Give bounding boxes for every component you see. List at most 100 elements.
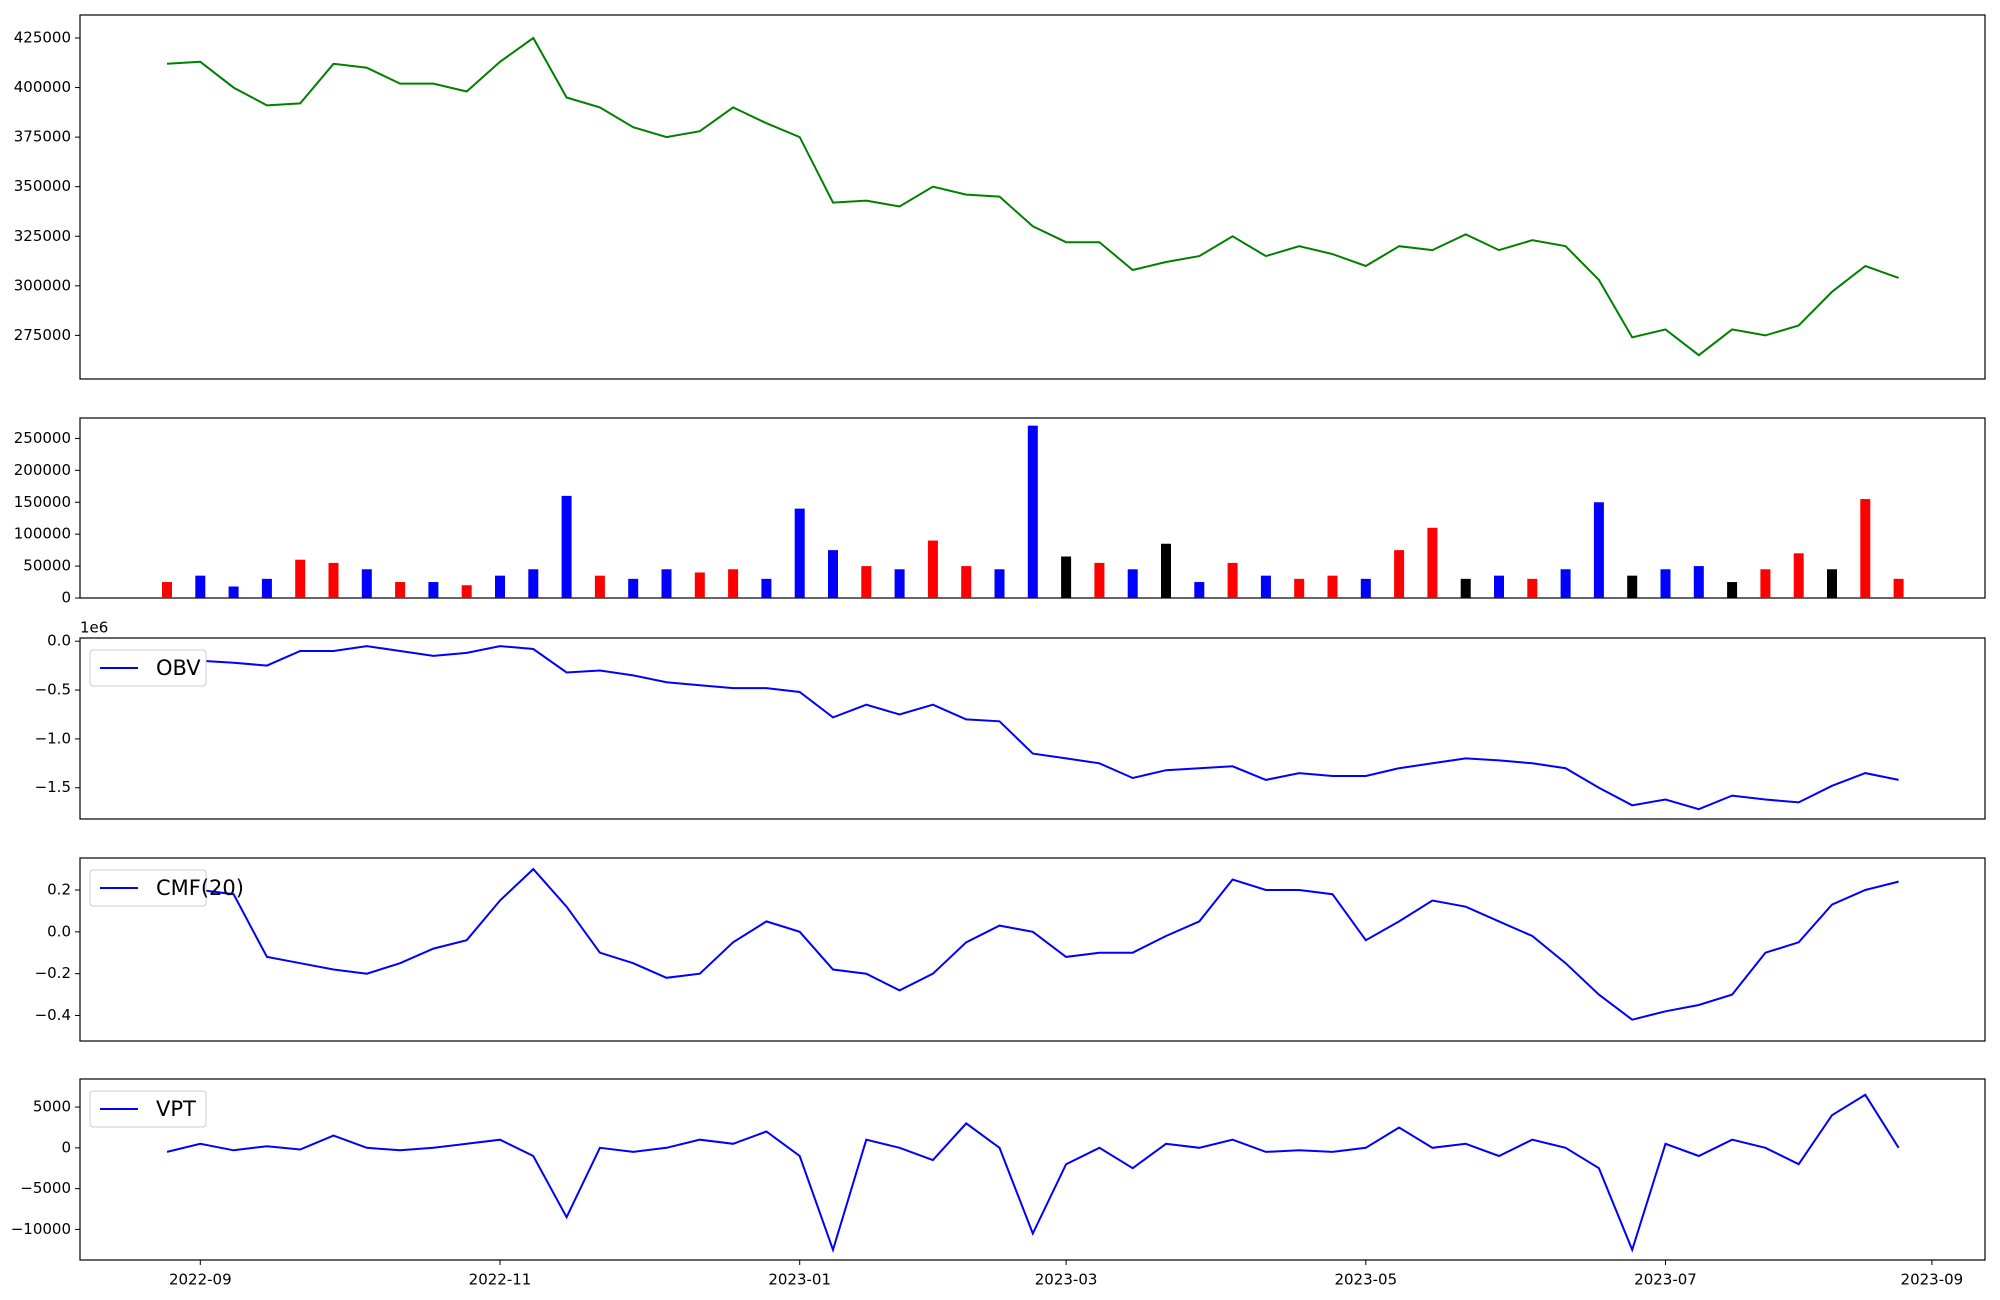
y-tick-label: 100000 (14, 525, 71, 543)
x-tick-label: 2023-09 (1901, 1271, 1964, 1289)
y-tick-label: 300000 (14, 276, 71, 294)
bar (994, 569, 1005, 598)
y-tick-label: 275000 (14, 326, 71, 344)
bar (1327, 575, 1338, 598)
x-tick-label: 2023-05 (1334, 1271, 1397, 1289)
series-line (166, 867, 1899, 1021)
bar (1760, 569, 1771, 598)
x-tick-label: 2023-03 (1035, 1271, 1098, 1289)
y-tick-label: 200000 (14, 461, 71, 479)
bar (1061, 556, 1072, 598)
y-tick-label: −0.4 (35, 1006, 71, 1024)
series-line (166, 36, 1899, 357)
bar (428, 582, 439, 598)
bar (1860, 499, 1871, 598)
axis-offset-label: 1e6 (80, 619, 108, 637)
x-tick-label: 2023-07 (1634, 1271, 1697, 1289)
y-tick-label: 150000 (14, 493, 71, 511)
bar (961, 566, 972, 598)
y-tick-label: 0.2 (47, 880, 71, 898)
bar (1793, 553, 1804, 598)
x-tick-label: 2023-01 (768, 1271, 831, 1289)
bar (1627, 575, 1638, 598)
bar (761, 578, 772, 598)
bar (728, 569, 739, 598)
bar (861, 566, 872, 598)
bar (927, 540, 938, 598)
bar (661, 569, 672, 598)
y-tick-label: −1.5 (35, 778, 71, 796)
y-tick-label: 375000 (14, 128, 71, 146)
bar (628, 578, 639, 598)
bar (1460, 578, 1471, 598)
y-tick-label: 425000 (14, 28, 71, 46)
bar (1427, 527, 1438, 598)
bar (1260, 575, 1271, 598)
bar (1294, 578, 1305, 598)
bar (1194, 582, 1205, 598)
y-tick-label: 0 (61, 1138, 71, 1156)
bar (1394, 550, 1405, 598)
series-line (166, 645, 1899, 811)
bar (1593, 502, 1604, 598)
legend-label: VPT (156, 1097, 196, 1121)
y-tick-label: 325000 (14, 227, 71, 245)
bar (1227, 562, 1238, 598)
y-tick-label: 50000 (23, 557, 71, 575)
x-tick-label: 2022-11 (469, 1271, 532, 1289)
panel-frame (79, 637, 1986, 820)
bar (1693, 566, 1704, 598)
bar (1161, 543, 1171, 598)
bar (228, 586, 239, 598)
bar (1893, 578, 1904, 598)
bar (1560, 569, 1571, 598)
series-line (166, 1093, 1900, 1254)
legend-box (89, 869, 207, 907)
y-tick-label: 0 (61, 589, 71, 607)
legend-box (89, 649, 207, 687)
bar (1360, 578, 1371, 598)
bar (561, 495, 572, 598)
y-tick-label: −10000 (11, 1220, 71, 1238)
y-tick-label: −1.0 (35, 729, 71, 747)
y-tick-label: 0.0 (47, 632, 71, 650)
legend-box (89, 1090, 207, 1128)
legend-label: OBV (156, 656, 201, 680)
bar (794, 508, 805, 598)
bar (1027, 425, 1038, 598)
y-tick-label: 400000 (14, 78, 71, 96)
bar (594, 575, 605, 598)
panel-frame (79, 1078, 1986, 1261)
y-tick-label: −0.5 (35, 681, 71, 699)
y-tick-label: 0.0 (47, 922, 71, 940)
y-tick-label: −0.2 (35, 964, 71, 982)
bar (261, 578, 272, 598)
bar (1127, 569, 1138, 598)
bar (328, 562, 339, 598)
y-tick-label: 350000 (14, 177, 71, 195)
bar (1527, 578, 1538, 598)
y-tick-label: −5000 (20, 1179, 71, 1197)
bar (528, 569, 539, 598)
bar (828, 550, 838, 598)
bar (162, 582, 172, 598)
bar (295, 559, 306, 598)
y-tick-label: 5000 (33, 1098, 71, 1116)
bar (894, 569, 905, 598)
bar (395, 582, 406, 598)
bar (1494, 575, 1504, 598)
bar (1094, 562, 1105, 598)
legend-label: CMF(20) (156, 876, 244, 900)
bar (1660, 569, 1671, 598)
bar (461, 585, 472, 598)
bar (361, 569, 372, 598)
bar (1727, 582, 1738, 598)
bar (694, 572, 705, 598)
panel-frame (79, 857, 1986, 1042)
x-tick-label: 2022-09 (169, 1271, 232, 1289)
panel-frame (79, 14, 1986, 380)
bar (195, 575, 206, 598)
y-tick-label: 250000 (14, 429, 71, 447)
bar (1827, 569, 1837, 598)
